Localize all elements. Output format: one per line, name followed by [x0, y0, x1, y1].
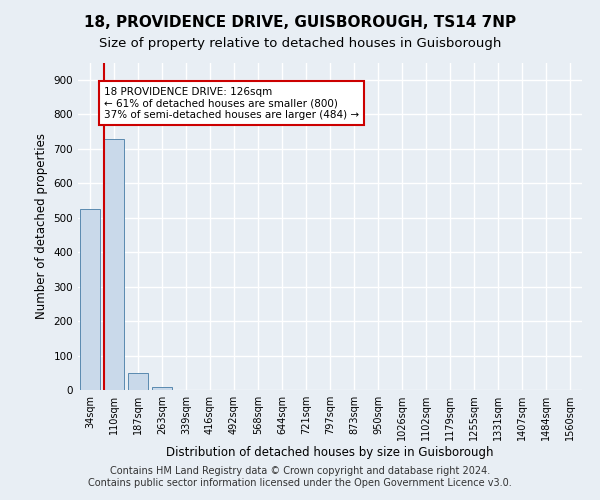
Bar	[128, 373, 148, 390]
Y-axis label: Number of detached properties: Number of detached properties	[35, 133, 48, 320]
Bar	[104, 140, 124, 390]
Text: 18 PROVIDENCE DRIVE: 126sqm
← 61% of detached houses are smaller (800)
37% of se: 18 PROVIDENCE DRIVE: 126sqm ← 61% of det…	[104, 86, 359, 120]
Text: 18, PROVIDENCE DRIVE, GUISBOROUGH, TS14 7NP: 18, PROVIDENCE DRIVE, GUISBOROUGH, TS14 …	[84, 15, 516, 30]
Bar	[80, 209, 100, 390]
X-axis label: Distribution of detached houses by size in Guisborough: Distribution of detached houses by size …	[166, 446, 494, 459]
Text: Size of property relative to detached houses in Guisborough: Size of property relative to detached ho…	[99, 38, 501, 51]
Bar	[152, 386, 172, 390]
Text: Contains HM Land Registry data © Crown copyright and database right 2024.
Contai: Contains HM Land Registry data © Crown c…	[88, 466, 512, 487]
